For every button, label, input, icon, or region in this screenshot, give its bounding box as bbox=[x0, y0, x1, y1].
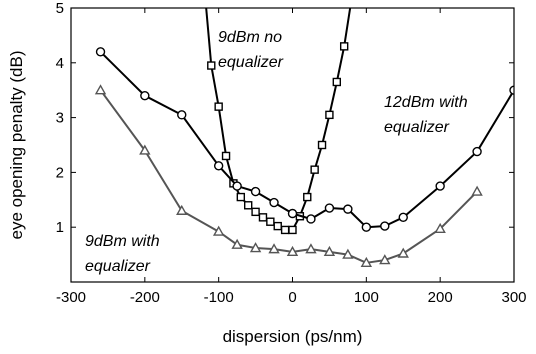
data-point bbox=[280, 225, 290, 235]
data-point bbox=[266, 217, 275, 226]
data-point bbox=[249, 242, 262, 253]
data-point bbox=[397, 247, 409, 258]
data-point bbox=[342, 248, 354, 259]
series-12dbm-with-equalizer bbox=[95, 47, 514, 232]
data-point bbox=[324, 203, 335, 213]
data-point bbox=[139, 144, 151, 155]
data-point bbox=[339, 42, 349, 51]
data-point bbox=[212, 225, 225, 236]
data-point bbox=[306, 214, 316, 224]
data-point bbox=[305, 243, 317, 254]
data-point bbox=[95, 47, 106, 57]
x-tick-label: -300 bbox=[56, 289, 86, 306]
data-point bbox=[140, 90, 150, 101]
y-tick-label: 3 bbox=[56, 110, 64, 127]
data-point bbox=[268, 243, 280, 254]
data-point bbox=[288, 225, 297, 235]
data-point bbox=[176, 204, 188, 215]
data-point bbox=[213, 161, 224, 171]
y-tick-label: 2 bbox=[56, 164, 64, 181]
y-tick-label: 5 bbox=[56, 0, 64, 17]
x-tick-label: 0 bbox=[288, 289, 296, 306]
data-point bbox=[250, 186, 261, 197]
data-point bbox=[287, 208, 298, 219]
annotation-12dbm-with-equalizer: 12dBm with equalizer bbox=[384, 94, 472, 136]
x-tick-label: 300 bbox=[501, 289, 526, 306]
annotation-9dbm-no-equalizer: 9dBm no equalizer bbox=[218, 29, 287, 71]
data-point bbox=[303, 192, 312, 202]
data-point bbox=[361, 222, 372, 232]
data-point bbox=[258, 213, 268, 222]
series-9dbm-no-equalizer bbox=[205, 8, 352, 235]
x-axis-label: dispersion (ps/nm) bbox=[223, 327, 363, 346]
data-point bbox=[323, 245, 336, 257]
series-layer bbox=[94, 8, 514, 268]
data-point bbox=[310, 165, 319, 174]
data-point bbox=[243, 201, 253, 210]
data-point bbox=[317, 140, 327, 150]
series-9dbm-with-equalizer bbox=[94, 84, 483, 268]
data-point bbox=[398, 212, 408, 223]
data-point bbox=[273, 221, 282, 231]
data-point bbox=[509, 85, 514, 95]
data-point bbox=[332, 77, 341, 87]
data-point bbox=[269, 197, 279, 208]
annotation-9dbm-with-equalizer: 9dBm with equalizer bbox=[85, 233, 164, 275]
data-point bbox=[325, 110, 334, 120]
x-tick-label: -100 bbox=[204, 289, 234, 306]
data-point bbox=[343, 204, 353, 214]
data-point bbox=[434, 222, 446, 234]
x-tick-label: -200 bbox=[130, 289, 160, 306]
data-point bbox=[380, 221, 390, 231]
ticks-layer: -300 -200 -100 0 100 200 300 1 2 3 4 5 bbox=[56, 0, 527, 306]
data-point bbox=[360, 256, 373, 268]
y-tick-label: 4 bbox=[56, 55, 64, 72]
series-line bbox=[99, 89, 478, 264]
y-axis-label: eye opening penalty (dB) bbox=[7, 50, 26, 239]
data-point bbox=[379, 254, 391, 265]
data-point bbox=[177, 110, 187, 120]
data-point bbox=[472, 146, 482, 157]
data-point bbox=[207, 61, 216, 70]
data-point bbox=[435, 181, 445, 191]
x-tick-label: 100 bbox=[354, 289, 379, 306]
x-tick-label: 200 bbox=[428, 289, 453, 306]
data-point bbox=[221, 151, 231, 161]
data-point bbox=[232, 181, 242, 191]
data-point bbox=[231, 238, 243, 249]
data-point bbox=[286, 245, 299, 257]
data-point bbox=[236, 192, 246, 202]
data-point bbox=[94, 84, 107, 95]
data-point bbox=[471, 185, 483, 196]
data-point bbox=[214, 102, 223, 111]
data-point bbox=[251, 207, 260, 217]
y-tick-label: 1 bbox=[56, 219, 64, 236]
